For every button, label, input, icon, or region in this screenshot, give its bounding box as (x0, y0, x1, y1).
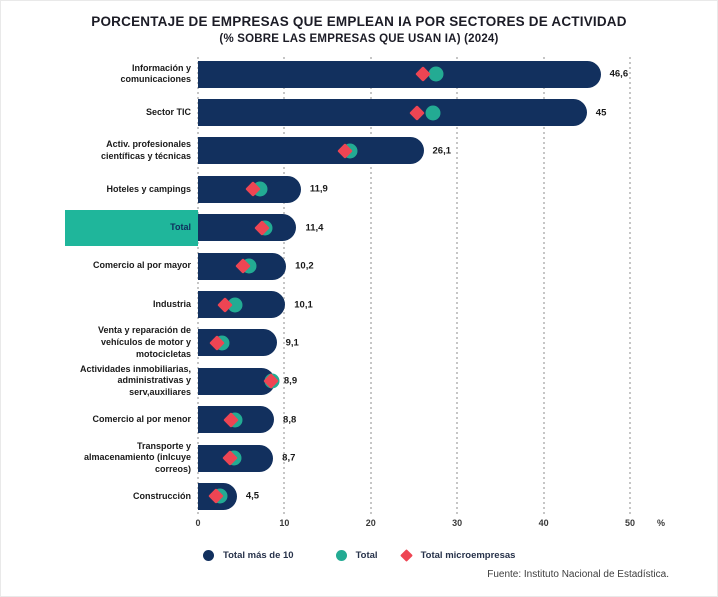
bar-track: 11,9 (198, 175, 705, 203)
value-label: 10,1 (294, 299, 313, 311)
legend-item-total-microempresas: Total microempresas (399, 548, 516, 562)
legend: Total más de 10 Total Total microempresa… (65, 548, 705, 562)
category-label: Transporte y almacenamiento (inlcuye cor… (83, 440, 191, 474)
bar-total-mas-de-10 (198, 60, 601, 88)
category-label: Activ. profesionales científicas y técni… (100, 139, 191, 161)
axis-tick-label: 0 (195, 517, 201, 528)
value-label: 8,7 (282, 452, 296, 464)
value-label: 9,1 (285, 337, 299, 349)
legend-label: Total microempresas (420, 549, 516, 561)
x-axis: 0 10 20 30 40 50% (65, 518, 705, 534)
category-label: Comercio al por menor (92, 413, 191, 424)
teal-circle-icon (335, 549, 347, 561)
category-label: Actividades inmobiliarias, administrativ… (79, 363, 191, 398)
chart-row: Información y comunicaciones 46,6 (65, 55, 705, 93)
legend-item-total-mas-de-10: Total más de 10 (203, 549, 294, 561)
bar-track: 9,1 (198, 329, 705, 357)
chart-title: PORCENTAJE DE EMPRESAS QUE EMPLEAN IA PO… (91, 14, 627, 29)
category-label: Sector TIC (145, 106, 191, 117)
value-label: 45 (595, 107, 607, 119)
red-diamond-icon (399, 548, 413, 562)
chart-row: Transporte y almacenamiento (inlcuye cor… (65, 439, 705, 477)
category-label: Información y comunicaciones (120, 62, 191, 85)
chart-row: Hoteles y campings 11,9 (65, 170, 705, 208)
bar-total-mas-de-10 (198, 137, 424, 165)
chart-row: Comercio al por menor 8,8 (65, 401, 705, 439)
chart-row: Construcción 4,5 (65, 477, 705, 515)
bar-track: 45 (198, 99, 705, 127)
grid-line (629, 57, 631, 515)
bar-track: 10,2 (198, 252, 705, 280)
grid-line (197, 57, 199, 515)
grid-line (456, 57, 459, 515)
bar-track: 11,4 (198, 214, 705, 242)
grid-line (542, 57, 545, 515)
grid-line (283, 57, 286, 515)
axis-tick-label: 50 (624, 517, 636, 528)
axis-tick-label: 20 (365, 517, 376, 528)
category-label: Total (65, 209, 198, 246)
chart-row: Activ. profesionales científicas y técni… (65, 132, 705, 170)
grid-line (369, 57, 372, 515)
bar-track: 8,9 (198, 367, 705, 395)
bar-total-mas-de-10 (198, 214, 297, 242)
total-marker-circle (428, 66, 444, 82)
value-label: 8,9 (283, 375, 298, 387)
bar-total-mas-de-10 (198, 367, 275, 395)
category-label: Construcción (132, 490, 191, 501)
chart-row: Venta y reparación de vehículos de motor… (65, 324, 705, 362)
chart-row: Comercio al por mayor 10,2 (65, 247, 705, 285)
bar-track: 10,1 (198, 291, 705, 319)
value-label: 11,9 (309, 183, 328, 195)
value-label: 8,8 (283, 414, 297, 426)
total-marker-circle (227, 297, 243, 313)
axis-tick-label: 30 (452, 517, 463, 528)
plot-area: Información y comunicaciones 46,6 Sector T… (65, 55, 705, 516)
chart-row: Actividades inmobiliarias, administrativ… (65, 362, 705, 400)
value-label: 26,1 (432, 145, 452, 157)
axis-tick-label: 10 (279, 517, 290, 528)
category-label: Industria (152, 298, 191, 309)
total-marker-circle (425, 105, 441, 121)
category-label: Hoteles y campings (106, 183, 191, 194)
value-label: 46,6 (609, 68, 629, 80)
legend-label: Total (355, 549, 378, 561)
bar-track: 26,1 (198, 137, 705, 165)
value-label: 10,2 (295, 260, 314, 272)
value-label: 11,4 (305, 222, 324, 234)
axis-tick-label: 40 (538, 517, 549, 528)
chart-row: Total 11,4 (65, 209, 705, 247)
category-label: Comercio al por mayor (92, 260, 191, 271)
bar-track: 46,6 (198, 60, 705, 88)
chart-header: PORCENTAJE DE EMPRESAS QUE EMPLEAN IA PO… (1, 1, 717, 45)
plot-rows: Información y comunicaciones 46,6 Sector T… (65, 55, 705, 516)
bar-total-mas-de-10 (198, 99, 587, 127)
value-label: 4,5 (245, 490, 260, 502)
chart-subtitle: (% SOBRE LAS EMPRESAS QUE USAN IA) (2024… (219, 33, 499, 45)
bar-track: 8,7 (198, 444, 705, 472)
gridlines (65, 57, 705, 515)
chart-row: Sector TIC 45 (65, 93, 705, 131)
legend-item-total: Total (335, 549, 378, 561)
legend-label: Total más de 10 (223, 549, 294, 561)
source-note: Fuente: Instituto Nacional de Estadístic… (487, 568, 669, 580)
category-label: Venta y reparación de vehículos de motor… (97, 325, 191, 359)
chart-row: Industria 10,1 (65, 285, 705, 323)
bar-chart: Información y comunicaciones 46,6 Sector T… (65, 55, 705, 562)
navy-circle-icon (203, 549, 214, 561)
axis-unit-label: % (657, 517, 666, 528)
bar-track: 8,8 (198, 406, 705, 434)
bar-track: 4,5 (198, 482, 705, 510)
